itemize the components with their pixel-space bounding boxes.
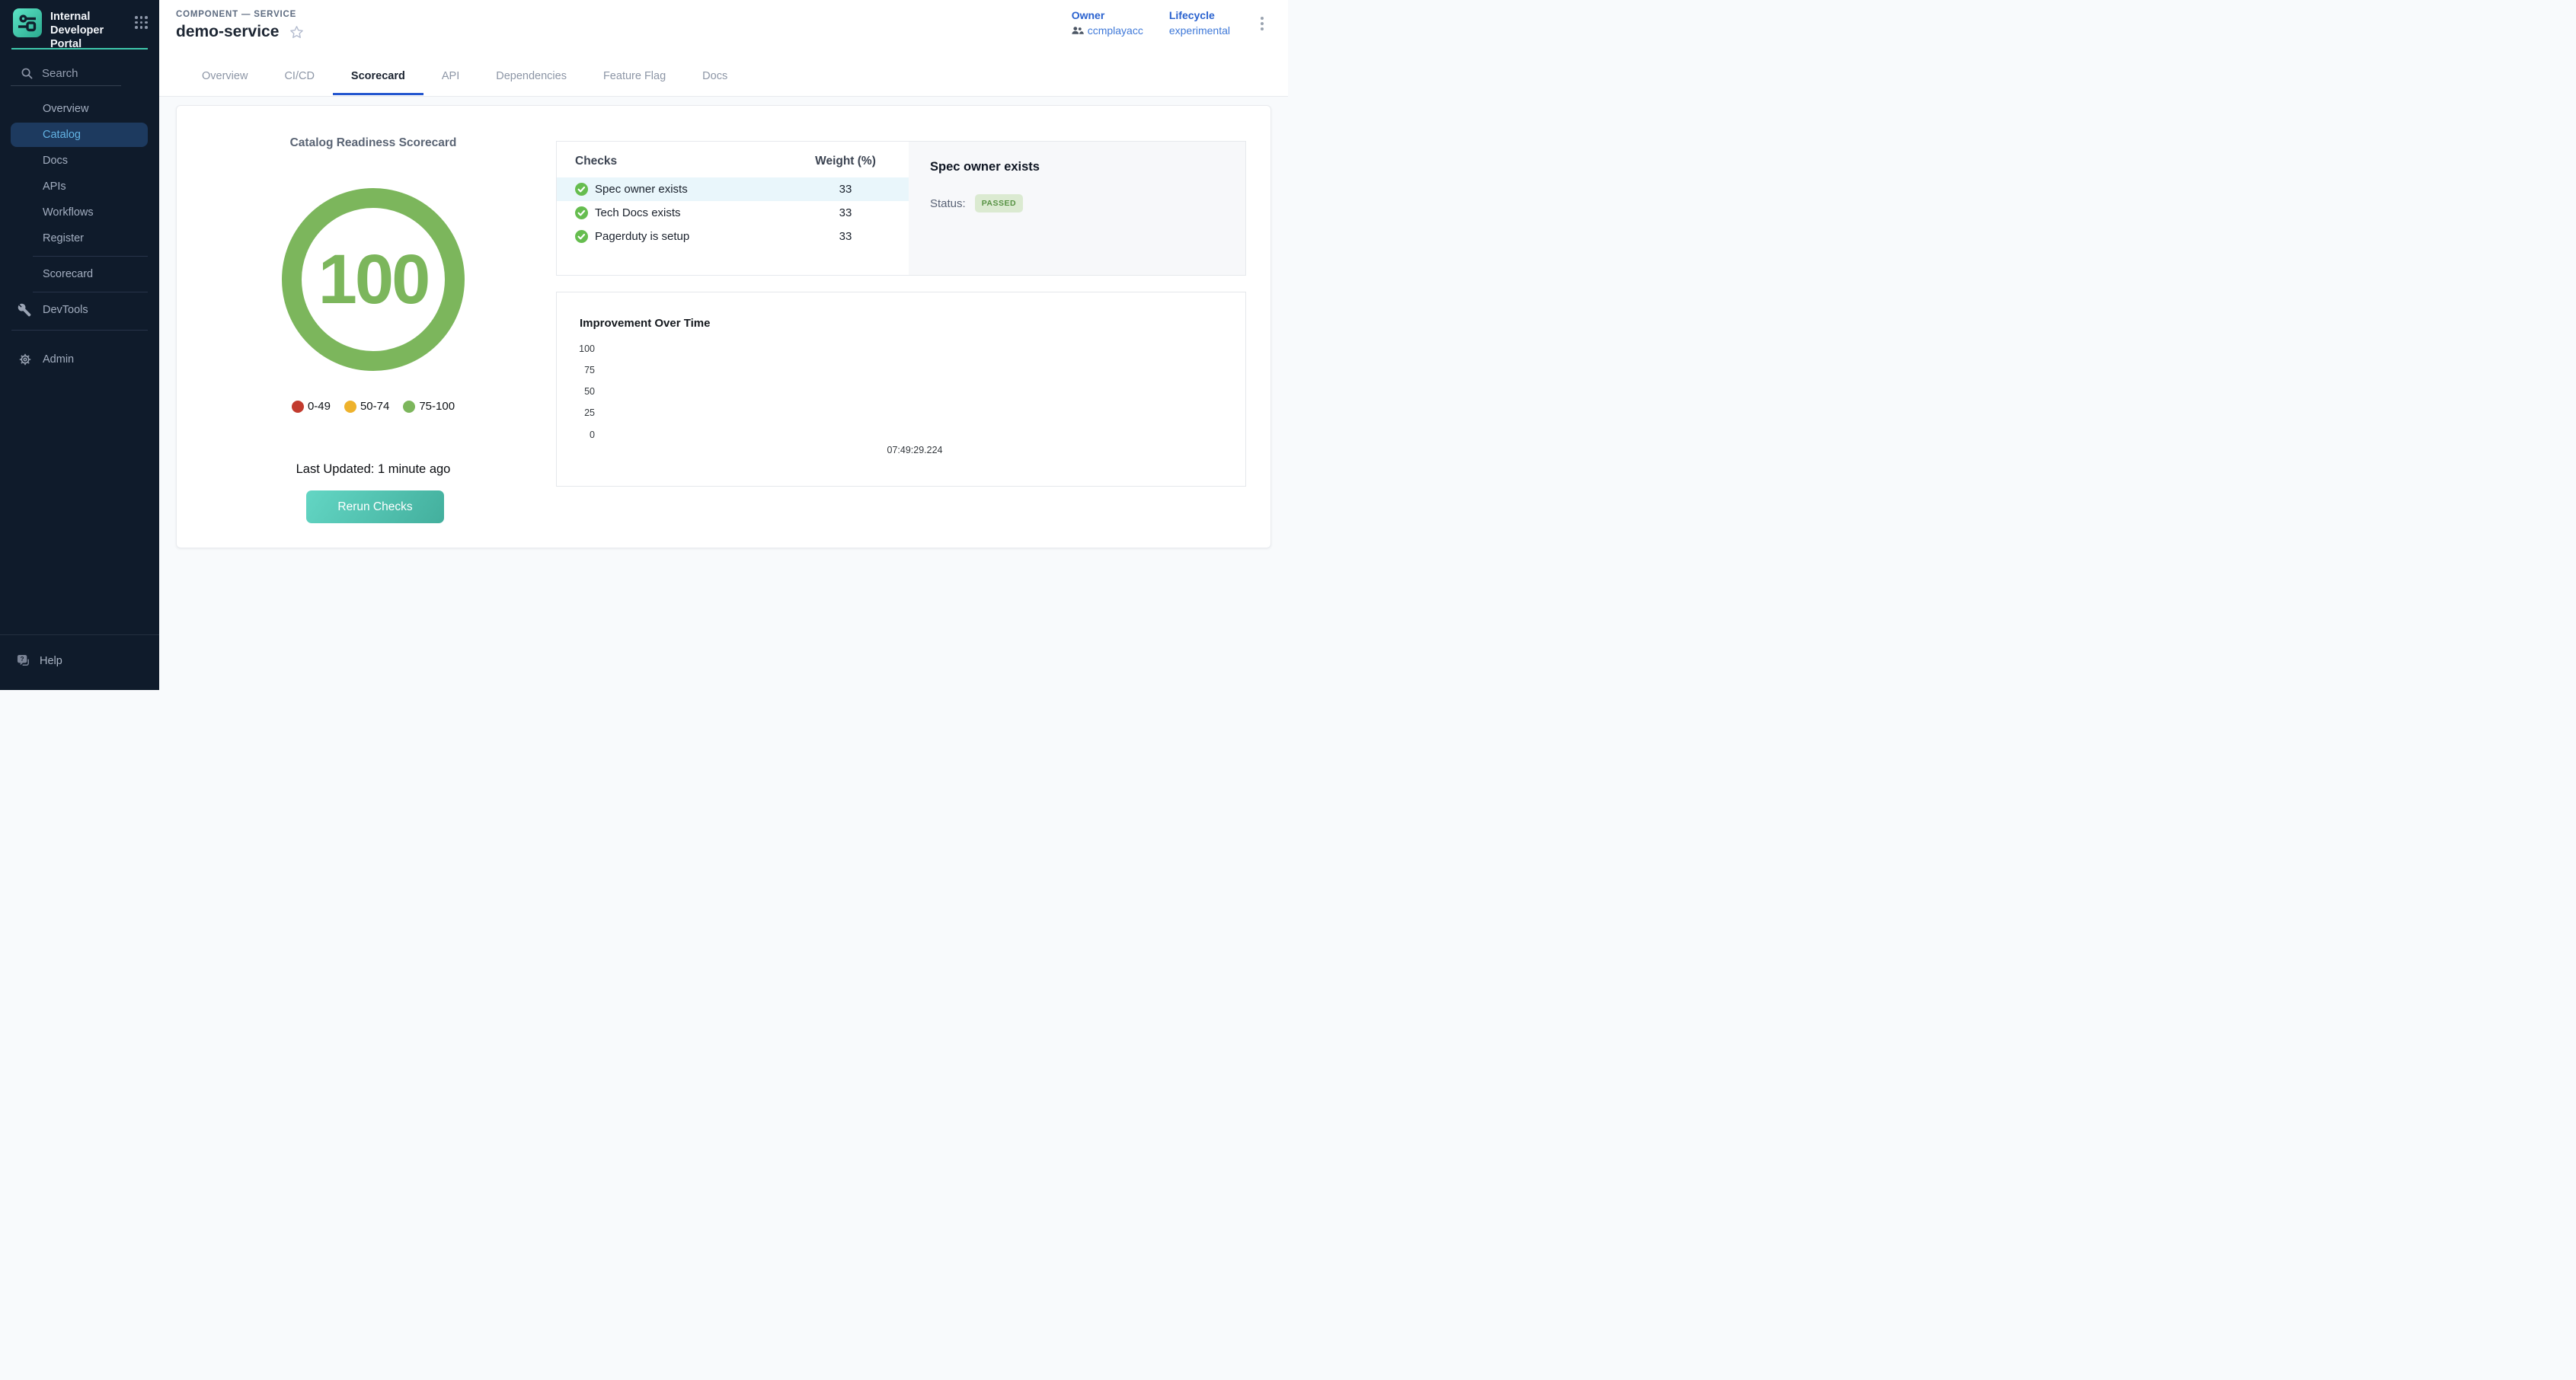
wrench-icon (18, 303, 31, 317)
sidebar-item-admin[interactable]: Admin (11, 347, 148, 372)
check-weight: 33 (801, 206, 890, 219)
entity-tabs: Overview CI/CD Scorecard API Dependencie… (184, 56, 746, 96)
tab-overview[interactable]: Overview (184, 56, 266, 96)
sidebar-divider (11, 330, 148, 331)
sidebar-item-catalog[interactable]: Catalog (11, 123, 148, 147)
status-badge: PASSED (975, 194, 1023, 212)
legend-item-high: 75-100 (403, 400, 455, 413)
lifecycle-label: Lifecycle (1169, 9, 1230, 21)
chart-title: Improvement Over Time (580, 317, 710, 330)
legend-label: 75-100 (419, 400, 455, 413)
sidebar-divider (33, 256, 148, 257)
tab-scorecard[interactable]: Scorecard (333, 56, 423, 96)
check-weight: 33 (801, 230, 890, 243)
check-name: Spec owner exists (595, 183, 688, 196)
tab-cicd[interactable]: CI/CD (266, 56, 332, 96)
status-label: Status: (930, 197, 966, 210)
owner-label: Owner (1072, 9, 1143, 21)
tab-feature-flag[interactable]: Feature Flag (585, 56, 684, 96)
sidebar-item-devtools[interactable]: DevTools (11, 298, 148, 322)
sidebar-item-docs[interactable]: Docs (11, 149, 148, 173)
table-row[interactable]: Spec owner exists 33 (557, 177, 909, 201)
y-axis-tick: 100 (564, 343, 595, 354)
tab-dependencies[interactable]: Dependencies (478, 56, 585, 96)
favorite-star-icon[interactable] (289, 24, 305, 40)
group-icon (1072, 26, 1084, 35)
weight-column-header: Weight (%) (801, 155, 890, 168)
table-row[interactable]: Tech Docs exists 33 (557, 201, 909, 225)
sidebar-divider (0, 634, 159, 635)
sidebar-item-overview[interactable]: Overview (11, 97, 148, 121)
sidebar-footer: ? Help (0, 634, 159, 690)
table-row[interactable]: Pagerduty is setup 33 (557, 225, 909, 248)
main-area: COMPONENT — SERVICE demo-service Owner c (159, 0, 1288, 690)
score-value: 100 (318, 240, 429, 320)
check-detail-title: Spec owner exists (930, 160, 1224, 174)
check-detail-pane: Spec owner exists Status: PASSED (909, 142, 1245, 275)
sidebar-item-label: Help (40, 655, 62, 667)
lifecycle-block: Lifecycle experimental (1169, 9, 1230, 37)
sidebar-item-label: DevTools (43, 304, 88, 316)
legend-red-dot-icon (292, 401, 304, 413)
lifecycle-value: experimental (1169, 24, 1230, 37)
tab-api[interactable]: API (423, 56, 478, 96)
sidebar-header: Internal Developer Portal (0, 0, 159, 43)
owner-link[interactable]: ccmplayacc (1072, 24, 1143, 37)
rerun-checks-button[interactable]: Rerun Checks (306, 490, 444, 523)
app-logo-icon (13, 8, 42, 37)
app-title: Internal Developer Portal (50, 8, 123, 43)
y-axis-tick: 75 (564, 365, 595, 375)
entity-meta: Owner ccmplayacc Lifecycle experimental (1072, 9, 1268, 37)
sidebar-item-scorecard[interactable]: Scorecard (11, 262, 148, 286)
help-chat-icon: ? (17, 654, 31, 669)
legend-label: 50-74 (360, 400, 389, 413)
sidebar: Internal Developer Portal Overview Catal… (0, 0, 159, 690)
apps-grid-icon[interactable] (135, 16, 148, 29)
sidebar-item-register[interactable]: Register (11, 226, 148, 251)
checks-column-header: Checks (575, 155, 617, 168)
owner-block: Owner ccmplayacc (1072, 9, 1143, 37)
entity-header: COMPONENT — SERVICE demo-service Owner c (159, 0, 1288, 97)
improvement-chart: Improvement Over Time 100 75 50 25 0 07:… (556, 292, 1246, 487)
y-axis-tick: 50 (564, 386, 595, 397)
sidebar-nav: Overview Catalog Docs APIs Workflows Reg… (0, 97, 159, 372)
more-options-icon[interactable] (1256, 14, 1268, 34)
check-name: Pagerduty is setup (595, 230, 689, 243)
legend-item-low: 0-49 (292, 400, 331, 413)
scorecard-card: Catalog Readiness Scorecard 100 0-49 50-… (176, 105, 1271, 548)
last-updated-text: Last Updated: 1 minute ago (221, 462, 526, 477)
svg-text:?: ? (21, 656, 24, 663)
scorecard-title: Catalog Readiness Scorecard (259, 136, 487, 150)
legend-green-dot-icon (403, 401, 415, 413)
search-icon (21, 68, 33, 79)
sidebar-search[interactable] (11, 62, 121, 86)
check-circle-icon (575, 206, 588, 219)
y-axis-tick: 0 (564, 430, 595, 440)
check-circle-icon (575, 183, 588, 196)
page-title: demo-service (176, 23, 279, 41)
check-weight: 33 (801, 183, 890, 196)
sidebar-item-help[interactable]: ? Help (11, 649, 148, 673)
score-gauge: 100 (282, 188, 465, 371)
check-name: Tech Docs exists (595, 206, 681, 219)
y-axis-tick: 25 (564, 407, 595, 418)
search-input[interactable] (42, 67, 110, 80)
legend-label: 0-49 (308, 400, 331, 413)
tab-docs[interactable]: Docs (684, 56, 746, 96)
checks-panel: Checks Weight (%) Spec owner exists 33 (556, 141, 1246, 276)
sidebar-item-label: Admin (43, 353, 74, 366)
check-circle-icon (575, 230, 588, 243)
legend-item-mid: 50-74 (344, 400, 389, 413)
checks-table-header: Checks Weight (%) (557, 142, 909, 177)
legend-amber-dot-icon (344, 401, 356, 413)
sidebar-item-workflows[interactable]: Workflows (11, 200, 148, 225)
checks-table: Checks Weight (%) Spec owner exists 33 (557, 142, 909, 275)
breadcrumb: COMPONENT — SERVICE (176, 10, 296, 19)
gear-icon (18, 353, 32, 366)
x-axis-tick: 07:49:29.224 (861, 445, 968, 455)
score-legend: 0-49 50-74 75-100 (221, 400, 526, 413)
sidebar-item-apis[interactable]: APIs (11, 174, 148, 199)
owner-value: ccmplayacc (1088, 24, 1143, 37)
